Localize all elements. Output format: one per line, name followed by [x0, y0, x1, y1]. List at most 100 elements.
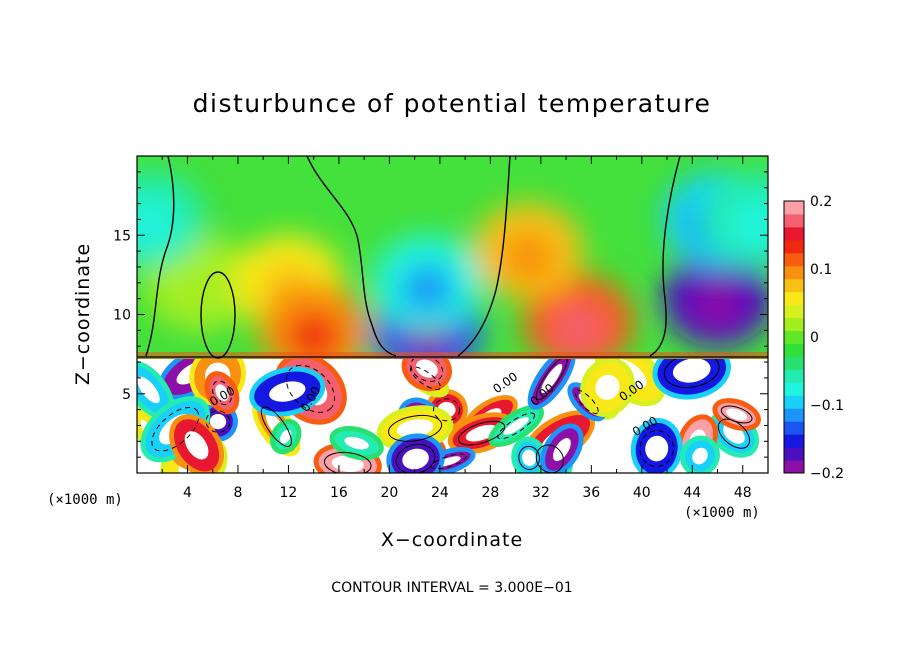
eddy-center-43	[184, 431, 209, 460]
eddy-center-22	[522, 449, 537, 467]
turbulent-eddy-40	[204, 371, 240, 415]
eddy-center-40	[215, 384, 229, 402]
turbulent-contour-14	[260, 406, 292, 447]
field-blob-core-6	[502, 233, 555, 282]
turbulent-contour-12	[285, 364, 336, 413]
eddy-center-33	[553, 438, 571, 462]
eddy-center-8	[503, 416, 529, 435]
colorbar-cell-4	[784, 408, 804, 422]
x-tick-label-16: 16	[330, 485, 348, 501]
colorbar-frame	[783, 200, 805, 474]
upper-field	[137, 156, 768, 359]
turbulent-eddy-43	[169, 414, 225, 473]
x-tick-label-32: 32	[532, 485, 550, 501]
colorbar-tick-label-2: 0	[810, 330, 819, 346]
colorbar-cell-11	[784, 317, 804, 332]
colorbar-cell-2	[784, 434, 804, 448]
eddy-center-38	[331, 455, 364, 473]
turbulent-contour-36	[639, 430, 674, 468]
field-blob-core-4	[401, 264, 454, 313]
turbulent-eddy-18	[527, 359, 576, 410]
x-tick-label-20: 20	[380, 485, 398, 501]
turbulent-contour-10	[717, 418, 751, 449]
turbulent-contour-18	[535, 359, 568, 401]
colorbar-cell-6	[784, 382, 804, 396]
colorbar-cell-13	[784, 291, 804, 306]
colorbar-cell-0	[784, 460, 804, 474]
eddy-center-31	[595, 374, 620, 400]
turbulent-contour-32	[151, 406, 200, 452]
colorbar-cell-12	[784, 304, 804, 319]
x-tick-label-36: 36	[582, 485, 600, 501]
turbulent-eddy-28	[401, 359, 452, 392]
contour-zero-left	[145, 156, 175, 357]
turbulent-contour-34	[720, 405, 753, 424]
field-blob-core-10	[137, 201, 176, 250]
shear-layer-band	[137, 352, 768, 359]
x-tick-label-24: 24	[431, 485, 449, 501]
field-blob-core-9	[729, 201, 768, 250]
turbulent-contour-22	[518, 445, 540, 470]
colorbar-cell-14	[784, 278, 804, 293]
colorbar-cell-10	[784, 330, 804, 344]
contour-lines	[137, 156, 768, 359]
x-tick-label-28: 28	[481, 485, 499, 501]
colorbar-cell-18	[784, 226, 804, 241]
eddy-center-23	[137, 376, 160, 404]
field-blob-core-7	[691, 280, 744, 329]
colorbar-cell-19	[784, 213, 804, 228]
turbulent-contour-20	[430, 453, 467, 470]
colorbar: 0.2 0.1 0 −0.1 −0.2	[783, 194, 844, 482]
colorbar-tick-label-1: 0.1	[810, 262, 832, 278]
turbulent-contour-8	[497, 412, 536, 440]
x-tick-label-8: 8	[233, 485, 242, 501]
chart-title: disturbunce of potential temperature	[193, 89, 712, 118]
x-unit-label-right: (×1000 m)	[684, 505, 760, 521]
turbulent-eddy-8	[488, 404, 545, 447]
x-tick-label-48: 48	[734, 485, 752, 501]
colorbar-tick-label-0: 0.2	[810, 194, 832, 210]
turbulent-eddy-33	[540, 423, 584, 473]
eddy-center-18	[541, 363, 563, 394]
contour-interval-note: CONTOUR INTERVAL = 3.000E−01	[331, 580, 572, 596]
colorbar-cell-1	[784, 447, 804, 461]
colorbar-cell-8	[784, 356, 804, 370]
y-tick-label-5: 5	[122, 387, 131, 403]
eddy-center-26	[396, 419, 434, 438]
colorbar-cell-16	[784, 252, 804, 267]
x-tick-label-12: 12	[280, 485, 298, 501]
colorbar-cell-7	[784, 369, 804, 383]
turbulent-contour-26	[388, 414, 443, 442]
y-axis-label: Z−coordinate	[72, 243, 94, 385]
eddy-center-30	[402, 448, 429, 470]
turbulent-contour-42	[663, 359, 720, 389]
colorbar-tick-label-3: −0.1	[810, 398, 844, 414]
eddy-center-36	[645, 435, 669, 462]
y-tick-label-15: 15	[113, 228, 131, 244]
contour-zero-center	[457, 156, 511, 357]
x-unit-label-left: (×1000 m)	[47, 492, 123, 508]
eddy-center-21	[280, 429, 292, 444]
contour-zero-middle	[306, 156, 397, 357]
eddy-center-28	[415, 359, 438, 378]
turbulent-eddy-39	[680, 435, 720, 473]
eddy-center-35	[269, 381, 306, 402]
field-blob-core-5	[552, 304, 605, 353]
x-axis-label: X−coordinate	[381, 529, 523, 551]
contour-closed-loop	[200, 271, 236, 359]
eddy-center-34	[726, 408, 748, 421]
colorbar-cell-9	[784, 343, 804, 357]
contour-zero-right	[649, 156, 681, 357]
eddy-center-41	[344, 436, 369, 450]
eddy-center-42	[672, 359, 711, 383]
eddy-center-6	[465, 424, 498, 442]
turbulent-contour-28	[410, 359, 444, 382]
colorbar-cell-5	[784, 395, 804, 409]
x-tick-label-4: 4	[183, 485, 192, 501]
turbulent-eddy-35	[249, 366, 326, 417]
eddy-center-4	[209, 413, 227, 430]
turbulent-contour-6	[458, 420, 506, 446]
colorbar-cell-15	[784, 265, 804, 280]
eddy-center-39	[692, 447, 708, 465]
